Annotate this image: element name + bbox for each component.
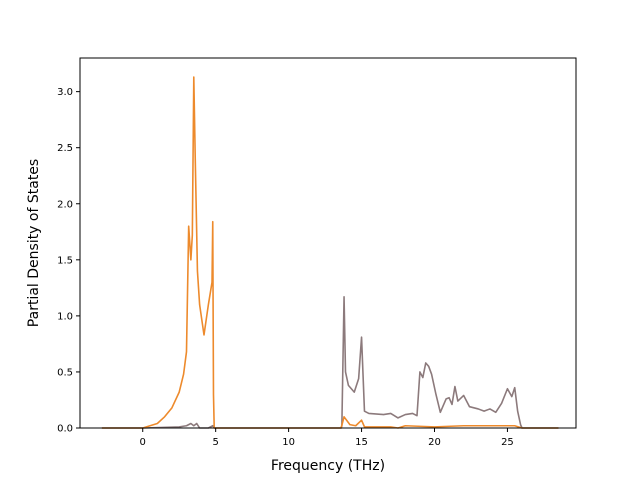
series-line-1 bbox=[101, 296, 559, 429]
y-tick-label: 2.0 bbox=[57, 199, 73, 210]
x-tick-label: 10 bbox=[282, 437, 295, 448]
y-tick-label: 0.0 bbox=[57, 424, 73, 435]
x-tick-label: 15 bbox=[355, 437, 368, 448]
x-tick-label: 5 bbox=[212, 437, 218, 448]
plot-lines bbox=[101, 76, 559, 429]
y-axis-label: Partial Density of States bbox=[26, 159, 42, 327]
y-tick-label: 1.0 bbox=[57, 311, 73, 322]
y-tick-label: 0.5 bbox=[57, 367, 73, 378]
y-tick-label: 3.0 bbox=[57, 87, 73, 98]
x-tick-label: 25 bbox=[501, 437, 514, 448]
y-tick-label: 1.5 bbox=[57, 255, 73, 266]
y-tick-label: 2.5 bbox=[57, 143, 73, 154]
x-axis-label: Frequency (THz) bbox=[271, 458, 385, 474]
x-axis: 0 5 10 15 20 25 bbox=[140, 428, 514, 448]
x-tick-label: 0 bbox=[140, 437, 146, 448]
series-line-2 bbox=[101, 76, 559, 429]
y-axis: 0.0 0.5 1.0 1.5 2.0 2.5 3.0 bbox=[57, 87, 80, 435]
plot-frame bbox=[79, 57, 577, 429]
x-tick-label: 20 bbox=[428, 437, 441, 448]
